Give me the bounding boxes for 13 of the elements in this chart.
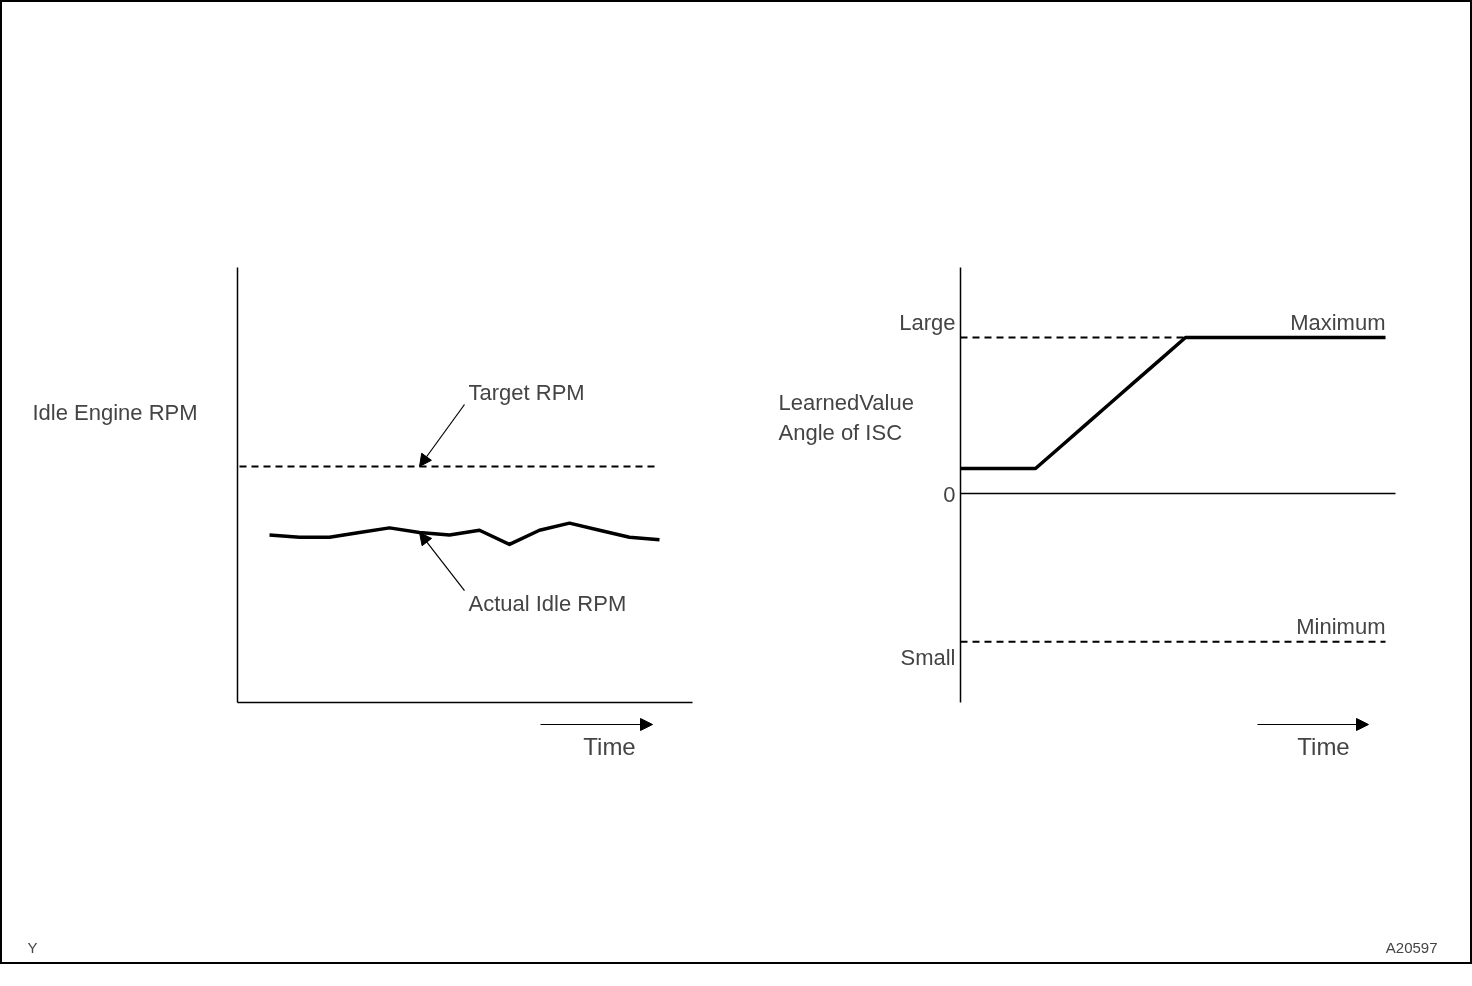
text: Actual Idle RPM — [468, 590, 627, 616]
text: Small — [900, 645, 956, 670]
text: A20597 — [1385, 939, 1438, 956]
annotation: Maximum — [1290, 309, 1386, 335]
annotation: Minimum — [1296, 613, 1386, 639]
text: 0 — [943, 482, 956, 507]
x-axis-title: Time — [1297, 732, 1350, 760]
text: Y — [27, 939, 38, 956]
y-axis-title: Idle Engine RPM — [32, 400, 198, 425]
x-axis-title: Time — [583, 732, 636, 760]
text: Large — [899, 310, 956, 335]
y-axis-title: LearnedValue Angle of ISC — [778, 390, 914, 445]
text: Target RPM — [468, 379, 585, 405]
